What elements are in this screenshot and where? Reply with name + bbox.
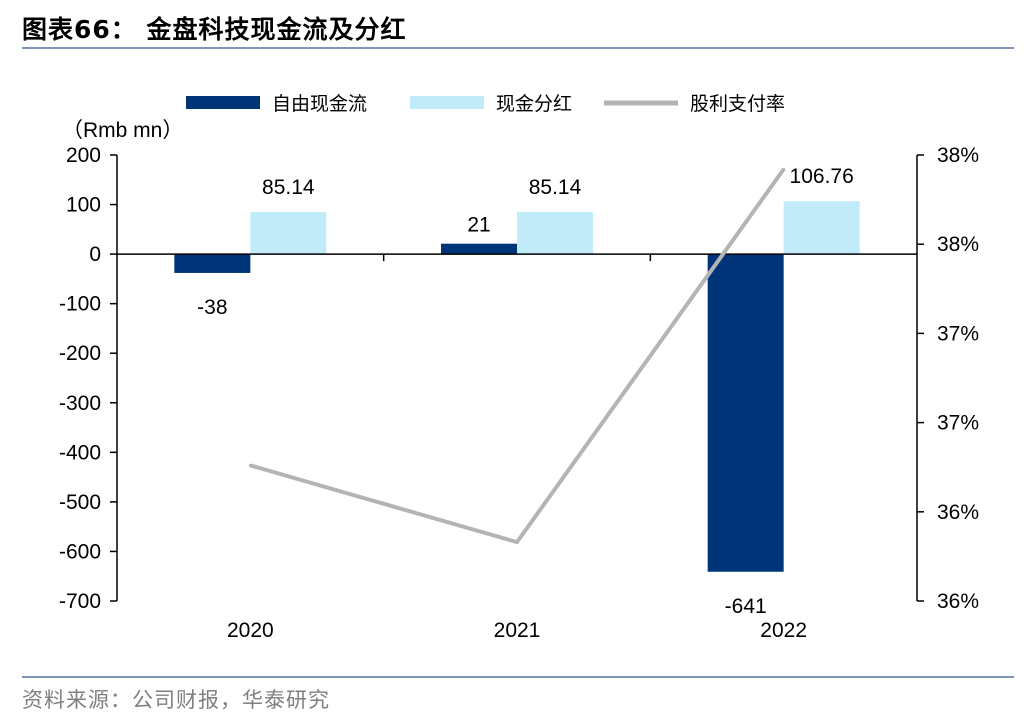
bar-free-cash-flow [441,243,517,255]
y-right-tick-label: 38% [937,144,979,167]
legend-label-free-cash-flow: 自由现金流 [272,93,367,115]
legend-label-cash-dividend: 现金分红 [496,93,572,115]
point-payout-ratio [515,540,519,544]
y-left-tick-label: 100 [66,194,101,217]
y-right-tick-label: 37% [937,412,979,435]
bar-cash-dividend [250,211,327,255]
y-left-tick-label: -700 [59,590,101,613]
x-tick-label: 2021 [494,619,541,642]
y-right-tick-label: 37% [937,322,979,345]
y-right-tick-label: 36% [937,501,979,524]
data-label-free-cash-flow: -38 [197,296,227,319]
point-payout-ratio [782,167,786,171]
bar-cash-dividend [517,211,593,255]
figure-title: 图表66： 金盘科技现金流及分红 [22,15,407,44]
legend-swatch-cash-dividend [410,96,484,109]
y-left-tick-label: -500 [59,491,101,514]
legend-label-payout-ratio: 股利支付率 [690,93,785,115]
y-left-tick-label: 200 [66,144,101,167]
y-left-tick-label: -600 [59,540,101,563]
y-left-tick-label: -200 [59,342,101,365]
y-left-tick-label: -400 [59,441,101,464]
bar-free-cash-flow [707,254,784,572]
title-divider [22,47,1014,49]
data-label-cash-dividend: 106.76 [790,165,854,188]
source-divider [22,676,1014,678]
x-tick-label: 2020 [227,619,274,642]
y-left-tick-label: -100 [59,293,101,316]
data-label-free-cash-flow: 21 [467,214,490,237]
y-left-tick-label: 0 [89,243,101,266]
bar-free-cash-flow [174,254,251,273]
data-label-cash-dividend: 85.14 [529,176,582,199]
point-payout-ratio [248,463,252,467]
x-tick-label: 2022 [760,619,807,642]
bar-cash-dividend [783,201,860,255]
data-label-cash-dividend: 85.14 [262,176,315,199]
source-note: 资料来源：公司财报，华泰研究 [22,688,330,712]
y-right-tick-label: 36% [937,590,979,613]
data-label-free-cash-flow: -641 [725,595,767,618]
y-left-tick-label: -300 [59,392,101,415]
y-right-tick-label: 38% [937,233,979,256]
y-axis-unit-label: （Rmb mn） [62,119,183,142]
legend-swatch-free-cash-flow [186,96,260,109]
